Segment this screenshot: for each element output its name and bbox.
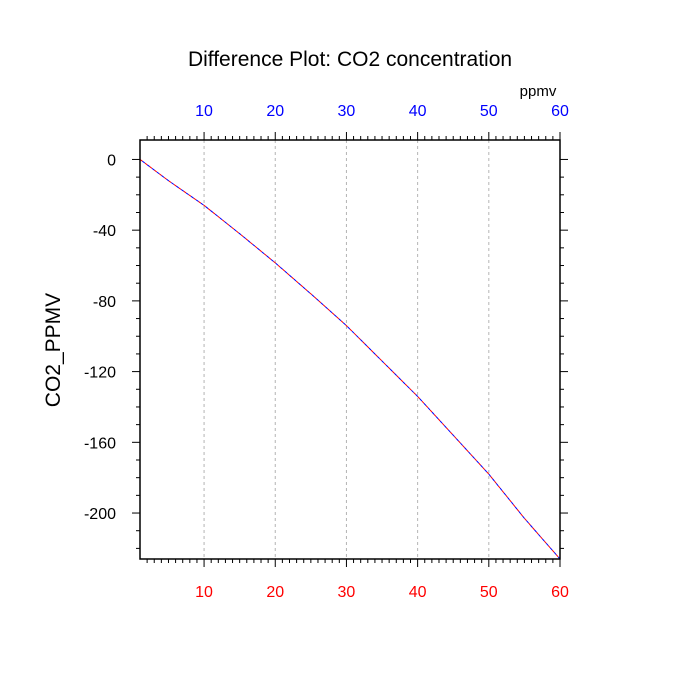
y-tick-label: -80 bbox=[93, 294, 116, 311]
grid-lines bbox=[203, 140, 490, 559]
y-axis-label: CO2_PPMV bbox=[42, 293, 65, 407]
x-tick-label-top: 10 bbox=[195, 103, 213, 120]
series-layer bbox=[139, 158, 561, 560]
x-tick-label-bottom: 50 bbox=[480, 584, 498, 601]
x-tick-label-bottom: 60 bbox=[551, 584, 569, 601]
x-tick-label-top: 40 bbox=[409, 103, 427, 120]
y-tick-label: -160 bbox=[84, 435, 116, 452]
x-tick-label-bottom: 10 bbox=[195, 584, 213, 601]
series-line-blue-dash bbox=[139, 158, 561, 560]
x-tick-labels-bottom: 10 20 30 40 50 60 bbox=[195, 584, 569, 601]
series-line-red-dash bbox=[139, 158, 561, 560]
y-tick-label: -40 bbox=[93, 223, 116, 240]
x-tick-label-bottom: 30 bbox=[338, 584, 356, 601]
x-tick-label-top: 30 bbox=[338, 103, 356, 120]
x-tick-labels-top: 10 20 30 40 50 60 bbox=[195, 103, 569, 120]
x-tick-label-top: 50 bbox=[480, 103, 498, 120]
x-tick-label-top: 20 bbox=[266, 103, 284, 120]
y-tick-labels: 0 -40 -80 -120 -160 -200 bbox=[84, 152, 116, 523]
y-tick-label: -120 bbox=[84, 365, 116, 382]
plot-frame bbox=[139, 139, 561, 560]
y-tick-label: -200 bbox=[84, 506, 116, 523]
chart-title: Difference Plot: CO2 concentration bbox=[188, 48, 512, 71]
x-tick-label-bottom: 40 bbox=[409, 584, 427, 601]
axis-ticks bbox=[132, 132, 568, 567]
top-axis-unit: ppmv bbox=[520, 83, 557, 100]
x-tick-label-top: 60 bbox=[551, 103, 569, 120]
y-tick-label: 0 bbox=[107, 152, 116, 169]
x-tick-label-bottom: 20 bbox=[266, 584, 284, 601]
